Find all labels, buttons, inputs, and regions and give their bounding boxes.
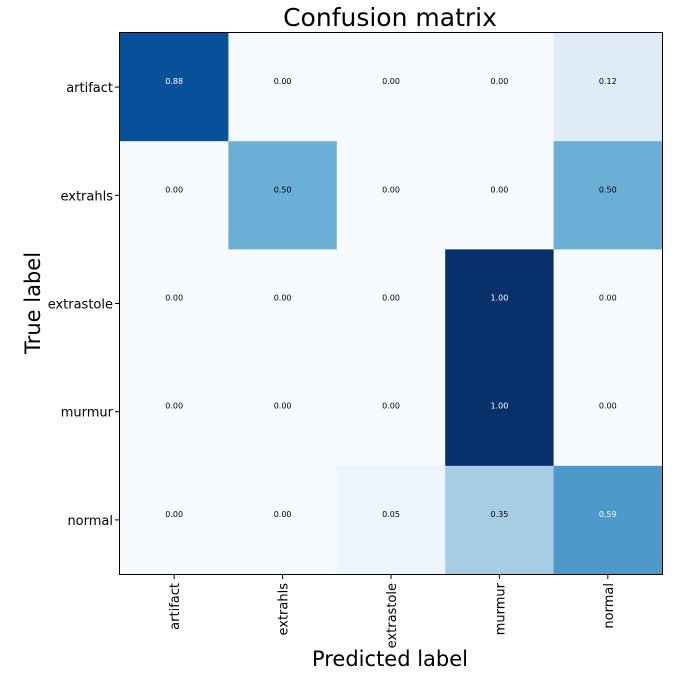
cell-value-label: 0.00 — [274, 402, 292, 411]
cell-value-label: 0.00 — [274, 510, 292, 519]
cell-value-label: 0.00 — [165, 402, 183, 411]
cell-value-label: 0.00 — [490, 77, 508, 86]
y-axis-ticks: artifact extrahls extrastole murmur normal — [48, 81, 120, 529]
heatmap-cell — [445, 465, 555, 575]
y-tick-label: normal — [67, 514, 113, 529]
heatmap-cells — [120, 33, 663, 575]
heatmap-cell — [553, 357, 663, 467]
heatmap-cell — [120, 465, 229, 575]
heatmap-cell — [553, 249, 663, 359]
heatmap-cell — [228, 465, 338, 575]
cell-value-label: 0.50 — [599, 185, 617, 194]
cell-value-label: 0.59 — [599, 510, 617, 519]
x-axis-label: Predicted label — [312, 647, 468, 671]
y-tick-label: murmur — [61, 406, 114, 421]
cell-value-label: 0.50 — [274, 185, 292, 194]
x-tick-label: artifact — [168, 583, 183, 630]
y-tick-label: artifact — [66, 81, 113, 96]
heatmap-cell — [120, 141, 229, 250]
cell-value-label: 1.00 — [490, 402, 508, 411]
heatmap-cell — [228, 357, 338, 467]
cell-value-label: 0.00 — [274, 294, 292, 303]
cell-value-label: 0.00 — [165, 185, 183, 194]
cell-value-label: 0.00 — [382, 294, 400, 303]
heatmap-cell — [120, 357, 229, 467]
cell-value-label: 0.35 — [490, 510, 508, 519]
heatmap-cell — [553, 465, 663, 575]
heatmap-cell — [120, 33, 229, 142]
y-tick-label: extrastole — [48, 298, 113, 313]
heatmap-cell — [553, 141, 663, 250]
heatmap-cell — [553, 33, 663, 142]
cell-value-label: 0.00 — [382, 77, 400, 86]
heatmap-cell — [228, 249, 338, 359]
heatmap-cell — [336, 249, 446, 359]
heatmap-cell — [336, 33, 446, 142]
heatmap-cell — [336, 465, 446, 575]
cell-value-label: 0.00 — [382, 402, 400, 411]
heatmap-cell-labels: 0.88 0.00 0.00 0.00 0.12 0.00 0.50 0.00 0.00 0.50… — [165, 77, 616, 519]
heatmap-cell — [445, 33, 555, 142]
y-tick-label: extrahls — [61, 189, 114, 204]
cell-value-label: 0.00 — [165, 510, 183, 519]
heatmap-cell — [120, 249, 229, 359]
heatmap-cell — [445, 357, 555, 467]
x-axis-ticks: artifact extrahls extrastole murmur normal — [168, 574, 617, 648]
cell-value-label: 0.12 — [599, 77, 617, 86]
heatmap-cell — [228, 141, 338, 250]
cell-value-label: 1.00 — [490, 294, 508, 303]
x-tick-label: murmur — [493, 582, 508, 635]
heatmap-cell — [336, 357, 446, 467]
cell-value-label: 0.88 — [165, 77, 183, 86]
cell-value-label: 0.00 — [382, 185, 400, 194]
x-tick-label: extrastole — [385, 583, 400, 648]
heatmap-cell — [445, 249, 555, 359]
cell-value-label: 0.05 — [382, 510, 400, 519]
x-tick-label: extrahls — [277, 583, 292, 636]
cell-value-label: 0.00 — [599, 294, 617, 303]
chart-title: Confusion matrix — [283, 3, 497, 32]
cell-value-label: 0.00 — [599, 402, 617, 411]
heatmap-cell — [336, 141, 446, 250]
cell-value-label: 0.00 — [490, 185, 508, 194]
heatmap-cell — [445, 141, 555, 250]
x-tick-label: normal — [602, 583, 617, 629]
y-axis-label: True label — [21, 252, 45, 355]
cell-value-label: 0.00 — [165, 294, 183, 303]
cell-value-label: 0.00 — [274, 77, 292, 86]
heatmap-cell — [228, 33, 338, 142]
